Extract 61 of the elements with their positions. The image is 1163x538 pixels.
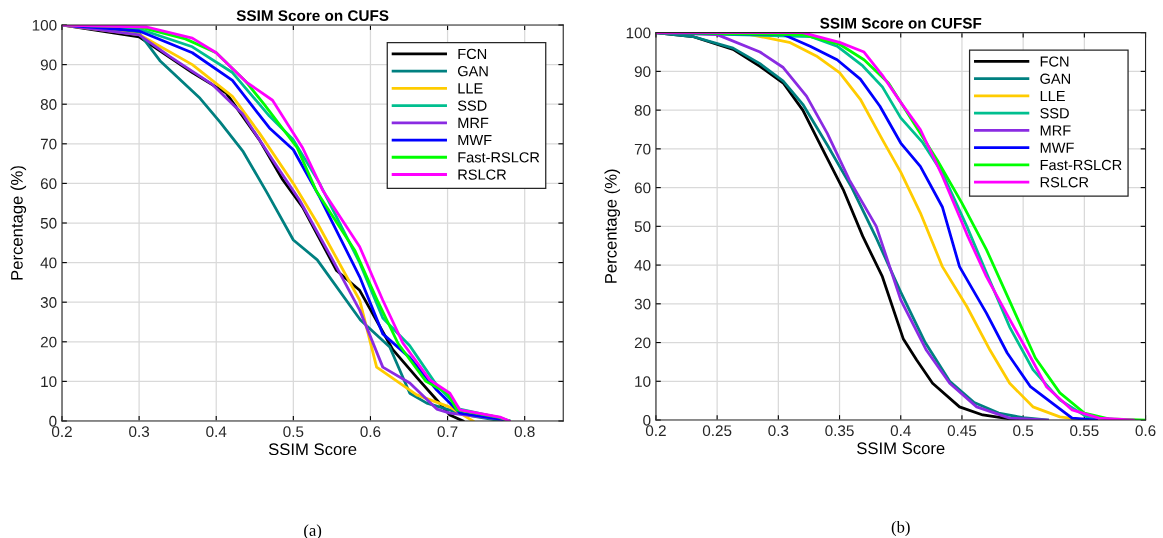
x-tick-label: 0.4 xyxy=(890,425,911,437)
y-tick-label: 0 xyxy=(49,415,57,427)
y-tick-label: 40 xyxy=(40,257,57,269)
x-tick-label: 0.7 xyxy=(437,426,458,438)
y-tick-label: 20 xyxy=(634,337,651,349)
x-tick-label: 0.2 xyxy=(645,425,666,437)
y-tick-label: 20 xyxy=(40,336,57,348)
x-tick-label: 0.8 xyxy=(514,426,535,438)
x-tick-label: 0.5 xyxy=(1013,425,1034,437)
y-tick-label: 80 xyxy=(634,105,651,116)
legend-label: GAN xyxy=(457,65,488,77)
x-tick-label: 0.6 xyxy=(1135,425,1156,437)
x-tick-label: 0.25 xyxy=(702,425,732,437)
y-tick-label: 40 xyxy=(634,259,651,271)
text: (b) xyxy=(891,520,910,537)
x-tick-label: 0.3 xyxy=(768,425,789,437)
y-tick-label: 90 xyxy=(634,66,651,78)
x-axis-title: SSIM Score xyxy=(268,443,357,456)
legend-label: SSD xyxy=(1040,108,1069,119)
legend-label: MRF xyxy=(1040,125,1071,136)
y-tick-label: 100 xyxy=(626,27,651,39)
y-tick-label: 60 xyxy=(40,178,57,190)
x-tick-label: 0.6 xyxy=(360,426,381,438)
legend-label: RSLCR xyxy=(1040,177,1089,188)
legend-label: FCN xyxy=(1040,56,1069,67)
legend-label: Fast-RSLCR xyxy=(1040,159,1122,171)
y-tick-label: 70 xyxy=(634,143,651,155)
y-axis-title: Percentage (%) xyxy=(604,169,621,283)
x-tick-label: 0.5 xyxy=(283,426,304,438)
y-tick-label: 50 xyxy=(40,217,57,229)
x-tick-label: 0.55 xyxy=(1070,425,1099,437)
y-axis-title: Percentage (%) xyxy=(10,166,27,280)
legend-label: RSLCR xyxy=(458,169,507,180)
legend-label: LLE xyxy=(1040,91,1065,102)
chart-title: SSIM Score on CUFSF xyxy=(820,17,982,29)
y-tick-label: 0 xyxy=(643,414,651,426)
y-tick-label: 10 xyxy=(41,376,57,388)
chart-title: SSIM Score on CUFS xyxy=(236,10,389,21)
y-tick-label: 10 xyxy=(635,376,651,387)
legend-label: MWF xyxy=(1040,142,1074,153)
legend-label: SSD xyxy=(457,100,487,111)
y-tick-label: 100 xyxy=(32,19,57,31)
legend-label: Fast-RSLCR xyxy=(458,152,540,163)
y-tick-label: 60 xyxy=(634,182,651,194)
legend-label: MRF xyxy=(458,117,489,128)
x-axis-title: SSIM Score xyxy=(857,442,945,455)
y-tick-label: 80 xyxy=(40,99,57,110)
y-tick-label: 50 xyxy=(634,221,651,233)
legend-label: GAN xyxy=(1040,73,1070,84)
x-tick-label: 0.45 xyxy=(947,425,977,437)
x-tick-label: 0.4 xyxy=(206,426,227,438)
x-tick-label: 0.35 xyxy=(825,425,854,437)
y-tick-label: 30 xyxy=(40,297,57,308)
legend-label: FCN xyxy=(458,48,487,60)
y-tick-label: 90 xyxy=(40,59,57,71)
x-tick-label: 0.2 xyxy=(51,426,72,438)
y-tick-label: 30 xyxy=(634,298,651,310)
x-tick-label: 0.3 xyxy=(129,426,150,438)
legend-label: LLE xyxy=(458,83,483,94)
y-tick-label: 70 xyxy=(40,138,57,150)
legend-label: MWF xyxy=(458,135,492,146)
